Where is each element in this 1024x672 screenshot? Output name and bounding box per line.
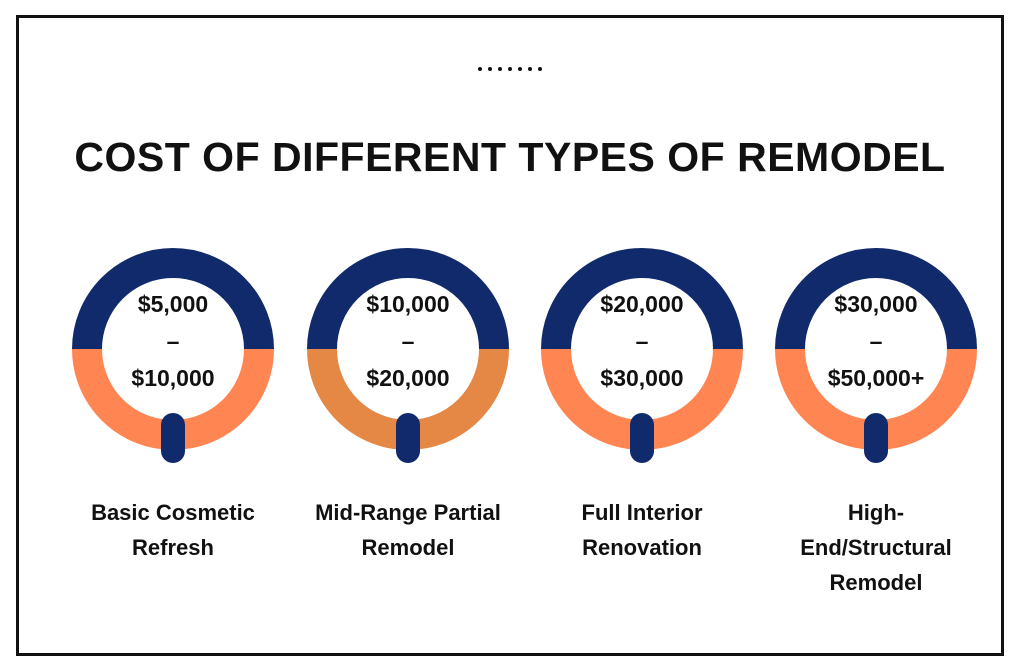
ring-upper-arc bbox=[72, 248, 274, 350]
infographic-frame: COST OF DIFFERENT TYPES OF REMODEL bbox=[16, 15, 1004, 656]
ring-graphic bbox=[775, 248, 977, 463]
ring-handle bbox=[864, 413, 888, 463]
price-separator: – bbox=[869, 328, 883, 354]
price-high: $50,000+ bbox=[827, 365, 925, 391]
price-high: $30,000 bbox=[600, 365, 684, 391]
ring-upper-arc bbox=[775, 248, 977, 350]
cost-card-mid-range: $10,000 – $20,000 Mid-Range Partial Remo… bbox=[290, 245, 526, 565]
price-low: $10,000 bbox=[366, 291, 450, 317]
cost-ring: $30,000 – $50,000+ bbox=[758, 245, 994, 470]
cost-ring: $5,000 – $10,000 bbox=[55, 245, 291, 470]
ring-handle bbox=[630, 413, 654, 463]
cost-ring: $10,000 – $20,000 bbox=[290, 245, 526, 470]
remodel-type-label: High-End/Structural Remodel bbox=[800, 500, 952, 595]
cost-ring: $20,000 – $30,000 bbox=[524, 245, 760, 470]
ring-graphic bbox=[72, 248, 274, 463]
cost-card-high-end: $30,000 – $50,000+ High-End/Structural R… bbox=[758, 245, 994, 600]
price-low: $5,000 bbox=[137, 291, 209, 317]
remodel-type-label: Basic Cosmetic Refresh bbox=[91, 500, 255, 560]
cost-card-basic: $5,000 – $10,000 Basic Cosmetic Refresh bbox=[55, 245, 291, 565]
page-title: COST OF DIFFERENT TYPES OF REMODEL bbox=[74, 134, 946, 180]
ring-graphic bbox=[307, 248, 509, 463]
price-separator: – bbox=[401, 328, 415, 354]
price-separator: – bbox=[166, 328, 180, 354]
price-low: $20,000 bbox=[600, 291, 684, 317]
ring-upper-arc bbox=[307, 248, 509, 350]
price-high: $10,000 bbox=[131, 365, 215, 391]
ring-handle bbox=[396, 413, 420, 463]
price-separator: – bbox=[635, 328, 649, 354]
ring-upper-arc bbox=[541, 248, 743, 350]
ring-graphic bbox=[541, 248, 743, 463]
remodel-type-label: Mid-Range Partial Remodel bbox=[315, 500, 501, 560]
price-high: $20,000 bbox=[366, 365, 450, 391]
ring-handle bbox=[161, 413, 185, 463]
remodel-type-label: Full Interior Renovation bbox=[581, 500, 703, 560]
decorative-dots bbox=[19, 58, 1001, 76]
price-low: $30,000 bbox=[834, 291, 918, 317]
cost-card-full-interior: $20,000 – $30,000 Full Interior Renovati… bbox=[524, 245, 760, 565]
